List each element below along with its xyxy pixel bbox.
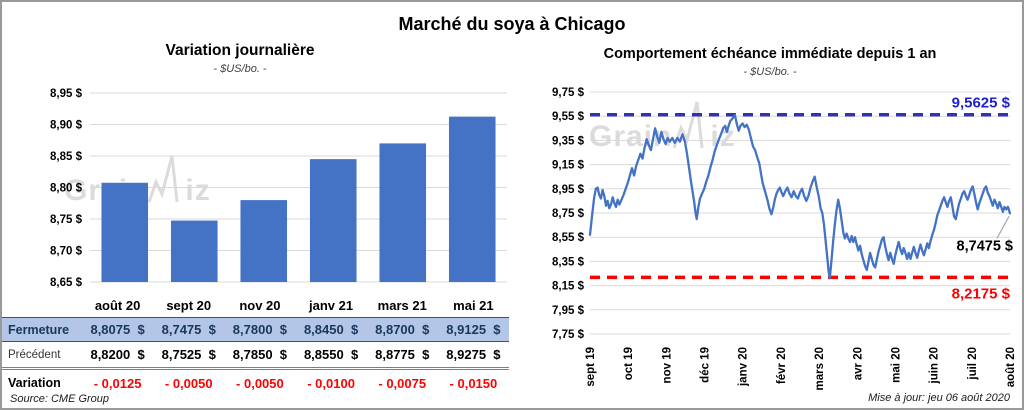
y-axis-label: 8,15 $ xyxy=(552,281,585,293)
x-axis-label: oct 19 xyxy=(623,347,635,380)
column-header: janv 21 xyxy=(309,298,354,313)
callout-leader-line xyxy=(996,216,1010,239)
table-cell-precedent: 8,7850 $ xyxy=(232,347,288,362)
bar-chart: 8,95 $ 8,90 $ 8,85 $ 8,80 $ 8,75 $ 8,70 $ 8,65… xyxy=(50,88,507,289)
bar xyxy=(309,159,357,282)
table-cell-variation: - 0,0125 xyxy=(82,367,154,396)
min-reference-label: 8,2175 $ xyxy=(952,285,1011,302)
bar xyxy=(379,143,427,282)
table-cell-variation: - 0,0150 xyxy=(437,367,509,396)
line-chart: 9,75 $ 9,55 $ 9,35 $ 9,15 $ 8,95 $ 8,75 $ 8,55… xyxy=(552,87,1017,390)
row-label-fermeture: Fermeture xyxy=(2,317,82,342)
bar xyxy=(240,200,288,282)
y-axis-label: 8,85 $ xyxy=(50,151,83,163)
y-axis-label: 8,75 $ xyxy=(50,214,83,226)
x-axis-label: nov 19 xyxy=(661,347,673,383)
y-axis-label: 8,55 $ xyxy=(552,232,585,244)
end-value-label: 8,7475 $ xyxy=(957,238,1013,254)
y-axis-label: 8,80 $ xyxy=(50,183,83,195)
y-axis-label: 8,95 $ xyxy=(552,184,585,196)
bar-chart-title: Variation journalière xyxy=(165,42,315,59)
table-cell-precedent: 8,8775 $ xyxy=(375,347,430,362)
x-axis-label: sept 19 xyxy=(585,347,597,387)
x-axis-label: déc 19 xyxy=(700,347,712,383)
table-cell-variation: - 0,0050 xyxy=(224,367,296,396)
line-chart-subtitle: - $US/bo. - xyxy=(743,66,797,78)
updated-note: Mise à jour: jeu 06 août 2020 xyxy=(868,392,1010,404)
y-axis-label: 9,35 $ xyxy=(552,135,585,147)
table-cell-variation: - 0,0050 xyxy=(153,367,225,396)
x-axis-label: juin 20 xyxy=(929,347,941,384)
table-cell-precedent: 8,9275 $ xyxy=(446,347,501,362)
column-header: mai 21 xyxy=(453,298,494,313)
y-axis-label: 7,95 $ xyxy=(552,305,585,317)
y-axis-label: 9,15 $ xyxy=(552,160,585,172)
price-table: août 20 sept 20 nov 20 janv 21 mars 21 m… xyxy=(2,294,509,396)
table-cell-variation: - 0,0075 xyxy=(366,367,438,396)
row-label-variation: Variation xyxy=(2,367,82,396)
y-axis-label: 8,90 $ xyxy=(50,120,83,132)
y-axis-label: 9,55 $ xyxy=(552,111,585,123)
y-axis-label: 8,75 $ xyxy=(552,208,585,220)
bar-chart-subtitle: - $US/bo. - xyxy=(213,63,267,75)
table-cell-precedent: 8,8550 $ xyxy=(303,347,359,362)
table-cell-precedent: 8,7525 $ xyxy=(161,347,216,362)
y-axis-label: 8,70 $ xyxy=(50,246,83,258)
bar xyxy=(448,116,496,282)
bar xyxy=(170,220,218,282)
column-header: août 20 xyxy=(94,298,141,313)
y-axis-label: 8,95 $ xyxy=(50,88,83,100)
line-chart-title: Comportement échéance immédiate depuis 1… xyxy=(603,46,937,62)
source-note: Source: CME Group xyxy=(10,393,110,405)
series-path xyxy=(588,113,1012,280)
x-axis-label: juil 20 xyxy=(967,347,979,381)
table-cell-fermeture: 8,7800 $ xyxy=(224,317,296,342)
x-axis-label: mars 20 xyxy=(814,347,826,390)
table-cell-precedent: 8,8200 $ xyxy=(90,347,145,362)
max-reference-label: 9,5625 $ xyxy=(952,95,1011,112)
table-cell-fermeture: 8,9125 $ xyxy=(437,317,509,342)
x-axis-label: févr 20 xyxy=(776,347,788,384)
table-cell-fermeture: 8,8450 $ xyxy=(295,317,367,342)
table-cell-fermeture: 8,7475 $ xyxy=(153,317,225,342)
y-axis-label: 7,75 $ xyxy=(552,329,585,341)
row-label-precedent: Précédent xyxy=(8,348,61,361)
x-axis-label: janv 20 xyxy=(738,347,750,387)
column-header: nov 20 xyxy=(239,298,281,313)
page-title: Marché du soya à Chicago xyxy=(398,14,626,34)
y-axis-label: 8,65 $ xyxy=(50,277,83,289)
x-axis-label: mai 20 xyxy=(890,347,902,383)
y-axis-label: 8,35 $ xyxy=(552,256,585,268)
bar xyxy=(101,182,149,282)
y-axis-label: 9,75 $ xyxy=(552,87,585,99)
x-axis-label: août 20 xyxy=(1005,347,1017,387)
x-axis-label: avr 20 xyxy=(852,347,864,380)
table-cell-fermeture: 8,8700 $ xyxy=(366,317,438,342)
column-header: mars 21 xyxy=(377,298,427,313)
table-corner xyxy=(2,294,82,317)
table-cell-fermeture: 8,8075 $ xyxy=(82,317,154,342)
column-header: sept 20 xyxy=(166,298,212,313)
table-cell-variation: - 0,0100 xyxy=(295,367,367,396)
